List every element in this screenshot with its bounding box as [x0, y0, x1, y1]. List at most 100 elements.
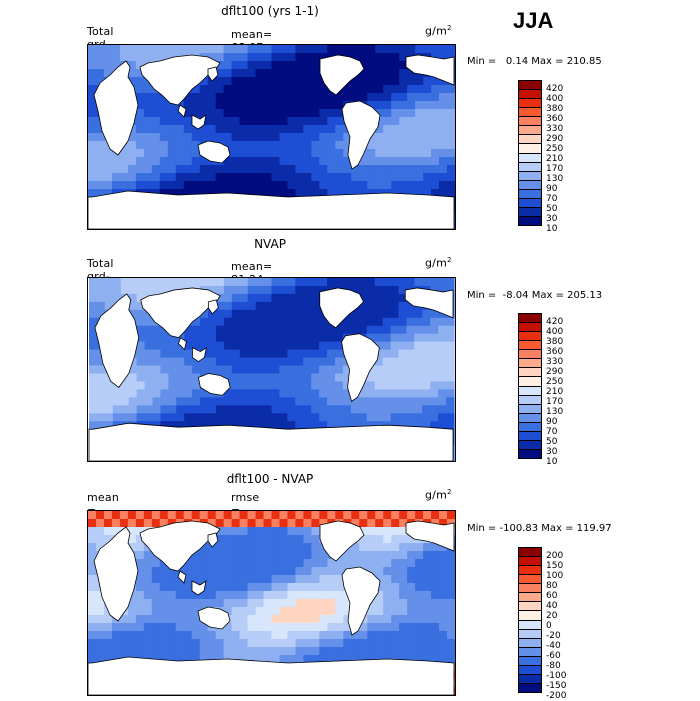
field-cell [423, 45, 432, 54]
field-cell [88, 53, 97, 62]
field-cell [407, 181, 416, 190]
field-cell [335, 125, 344, 134]
field-cell [183, 125, 193, 134]
field-cell [127, 607, 137, 616]
field-cell [96, 373, 106, 383]
field-cell [215, 519, 225, 528]
field-cell [407, 85, 416, 94]
field-cell [406, 278, 415, 287]
field-cell [311, 93, 320, 102]
field-cell [374, 349, 384, 359]
field-cell [175, 511, 185, 520]
field-cell [199, 511, 209, 520]
field-cell [247, 77, 257, 86]
field-cell [271, 85, 281, 94]
field-cell [247, 133, 257, 142]
field-cell [255, 149, 265, 158]
field-cell [271, 301, 281, 311]
field-cell [303, 278, 312, 287]
field-cell [439, 519, 448, 528]
field-cell [183, 591, 193, 600]
field-cell [359, 173, 368, 182]
field-cell [175, 173, 185, 182]
field-cell [191, 173, 201, 182]
land-outline [319, 54, 365, 96]
field-cell [375, 599, 384, 608]
field-cell [231, 278, 241, 287]
field-cell [223, 93, 233, 102]
field-cell [104, 301, 114, 311]
field-cell [423, 591, 432, 600]
field-cell [167, 117, 177, 126]
field-cell [311, 567, 320, 576]
field-cell [255, 511, 265, 520]
field-cell [167, 607, 177, 616]
field-cell [223, 527, 233, 536]
field-cell [350, 278, 360, 287]
field-cell [255, 325, 265, 335]
field-cell [311, 583, 320, 592]
colorbar-swatch [519, 574, 541, 584]
field-cell [439, 133, 448, 142]
field-cell [295, 293, 304, 303]
field-cell [287, 647, 297, 656]
field-cell [231, 599, 241, 608]
field-cell [271, 519, 281, 528]
field-cell [415, 101, 424, 110]
field-cell [279, 341, 288, 351]
field-cell [176, 421, 185, 430]
field-cell [247, 189, 257, 198]
colorbar-swatch [519, 421, 541, 431]
field-cell [399, 583, 408, 592]
field-cell [351, 543, 360, 552]
field-cell [327, 389, 336, 398]
field-cell [342, 413, 352, 422]
field-cell [279, 45, 289, 54]
field-cell [215, 53, 225, 62]
field-cell [407, 109, 416, 118]
field-cell [383, 181, 392, 190]
field-cell [287, 341, 296, 351]
field-cell [303, 567, 312, 576]
field-cell [247, 639, 257, 648]
field-cell [382, 413, 392, 422]
field-cell [287, 45, 297, 54]
field-cell [383, 173, 392, 182]
field-cell [422, 325, 431, 335]
field-cell [335, 583, 344, 592]
field-cell [247, 181, 257, 190]
field-cell [271, 631, 281, 640]
field-cell [135, 69, 145, 78]
field-cell [423, 551, 432, 560]
field-cell [223, 133, 233, 142]
field-cell [255, 655, 265, 664]
field-cell [199, 133, 209, 142]
field-cell [406, 397, 415, 406]
field-cell [422, 421, 431, 430]
field-cell [399, 93, 408, 102]
field-cell [223, 389, 233, 398]
field-cell [95, 181, 105, 190]
field-cell [207, 93, 217, 102]
field-cell [103, 173, 113, 182]
field-cell [263, 575, 273, 584]
field-cell [311, 631, 320, 640]
field-cell [303, 655, 312, 664]
field-cell [295, 45, 305, 54]
field-cell [279, 133, 289, 142]
field-cell [438, 333, 447, 343]
field-cell [439, 639, 448, 648]
field-cell [231, 157, 241, 166]
field-cell [207, 647, 217, 656]
field-cell [88, 349, 98, 359]
field-cell [271, 511, 281, 520]
field-cell [447, 639, 455, 648]
field-cell [136, 285, 146, 295]
field-cell [263, 285, 273, 295]
field-cell [144, 413, 154, 422]
field-cell [151, 567, 161, 576]
field-cell [422, 413, 431, 422]
field-cell [223, 373, 233, 383]
field-cell [367, 53, 376, 62]
field-cell [351, 173, 360, 182]
